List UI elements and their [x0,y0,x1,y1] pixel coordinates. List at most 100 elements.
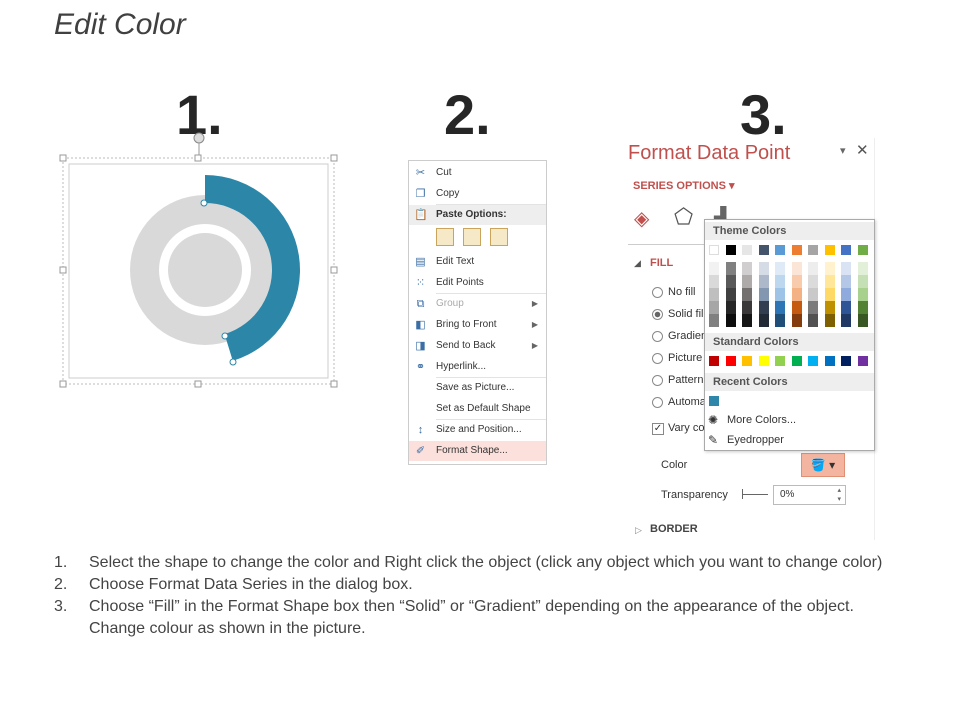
theme-shade-swatch[interactable] [824,288,835,301]
theme-shade-swatch[interactable] [808,275,818,288]
theme-shade-swatch[interactable] [841,262,851,275]
menu-item-format-shape[interactable]: ✐ Format Shape... [409,441,546,461]
theme-color-swatch[interactable] [758,245,769,255]
theme-shade-swatch[interactable] [791,288,802,301]
theme-color-swatch[interactable] [742,245,752,255]
fill-option-radio[interactable] [652,353,663,364]
theme-shade-swatch[interactable] [808,314,818,327]
panel-options-dropdown[interactable]: ▾ [840,145,846,157]
menu-item-save-as-picture[interactable]: Save as Picture... [409,378,546,398]
theme-shade-swatch[interactable] [775,314,785,327]
theme-shade-swatch[interactable] [709,275,719,288]
menu-item-size-and-position[interactable]: ↕ Size and Position... [409,420,546,440]
fill-section-header[interactable]: FILL [650,257,674,269]
menu-item-edit-points[interactable]: ⁙ Edit Points [409,273,546,293]
menu-item-edit-text[interactable]: ▤ Edit Text [409,252,546,272]
theme-shade-swatch[interactable] [857,262,868,275]
theme-color-swatch[interactable] [841,245,851,255]
theme-shade-swatch[interactable] [775,275,785,288]
resize-handles[interactable] [59,154,338,388]
theme-shade-swatch[interactable] [791,301,802,314]
fill-option-radio[interactable] [652,375,663,386]
theme-color-swatch[interactable] [725,245,736,255]
spinner-icon[interactable]: ▴ ▾ [837,487,841,503]
point-handle[interactable] [200,199,208,207]
theme-shade-swatch[interactable] [824,275,835,288]
theme-shade-swatch[interactable] [709,314,719,327]
theme-shade-swatch[interactable] [824,314,835,327]
fill-option-radio[interactable] [652,309,663,320]
series-options-dropdown[interactable]: SERIES OPTIONS ▾ [633,180,735,192]
standard-color-swatch[interactable] [742,356,752,366]
theme-color-swatch[interactable] [857,245,868,255]
transparency-input[interactable]: 0% ▴ ▾ [773,485,846,505]
fill-option-radio[interactable] [652,397,663,408]
more-colors-item[interactable]: More Colors... [727,414,797,426]
standard-color-swatch[interactable] [808,356,818,366]
theme-shade-swatch[interactable] [841,275,851,288]
theme-shade-swatch[interactable] [775,301,785,314]
theme-shade-swatch[interactable] [725,314,736,327]
collapse-icon[interactable]: ◢ [634,258,641,268]
theme-color-swatch[interactable] [808,245,818,255]
theme-shade-swatch[interactable] [742,301,752,314]
theme-shade-swatch[interactable] [791,275,802,288]
theme-shade-swatch[interactable] [791,262,802,275]
theme-color-swatch[interactable] [824,245,835,255]
donut-shape[interactable] [55,128,345,393]
menu-item-copy[interactable]: ❐ Copy [409,184,546,204]
menu-item-group[interactable]: ⧉ Group ▶ [409,294,546,314]
donut-blue-segment[interactable] [205,175,301,361]
theme-shade-swatch[interactable] [808,301,818,314]
theme-shade-swatch[interactable] [709,288,719,301]
transparency-slider[interactable] [742,494,768,495]
recent-color-swatch[interactable] [709,396,719,406]
theme-shade-swatch[interactable] [742,314,752,327]
menu-item-bring-to-front[interactable]: ◧ Bring to Front ▶ [409,315,546,335]
paste-formatting-icon[interactable] [463,228,481,246]
theme-shade-swatch[interactable] [758,275,769,288]
point-handle[interactable] [221,332,229,340]
theme-shade-swatch[interactable] [841,301,851,314]
standard-color-swatch[interactable] [775,356,785,366]
theme-shade-swatch[interactable] [742,262,752,275]
menu-item-set-as-default-shape[interactable]: Set as Default Shape [409,399,546,419]
theme-shade-swatch[interactable] [841,288,851,301]
rotate-handle[interactable] [193,132,205,144]
paste-keep-text-icon[interactable] [436,228,454,246]
theme-shade-swatch[interactable] [725,301,736,314]
theme-shade-swatch[interactable] [857,314,868,327]
menu-item-cut[interactable]: ✂ Cut [409,163,546,183]
standard-color-swatch[interactable] [841,356,851,366]
menu-item-send-to-back[interactable]: ◨ Send to Back ▶ [409,336,546,356]
close-icon[interactable]: ✕ [856,142,869,159]
theme-shade-swatch[interactable] [775,262,785,275]
standard-color-swatch[interactable] [824,356,835,366]
color-picker-button[interactable]: 🪣 ▾ [801,453,845,477]
standard-color-swatch[interactable] [758,356,769,366]
standard-color-swatch[interactable] [791,356,802,366]
standard-color-swatch[interactable] [857,356,868,366]
theme-shade-swatch[interactable] [808,288,818,301]
theme-shade-swatch[interactable] [775,288,785,301]
theme-shade-swatch[interactable] [742,275,752,288]
theme-shade-swatch[interactable] [857,301,868,314]
theme-shade-swatch[interactable] [808,262,818,275]
theme-color-swatch[interactable] [791,245,802,255]
theme-shade-swatch[interactable] [758,288,769,301]
paste-picture-icon[interactable] [490,228,508,246]
theme-shade-swatch[interactable] [758,262,769,275]
theme-shade-swatch[interactable] [742,288,752,301]
theme-shade-swatch[interactable] [709,262,719,275]
fill-option-radio[interactable] [652,331,663,342]
effects-tab-icon[interactable]: ⬠ [674,204,694,229]
theme-shade-swatch[interactable] [857,275,868,288]
menu-item-hyperlink[interactable]: ⚭ Hyperlink... [409,357,546,377]
expand-icon[interactable]: ▷ [635,525,642,535]
theme-shade-swatch[interactable] [758,314,769,327]
border-section-header[interactable]: BORDER [650,523,698,535]
theme-shade-swatch[interactable] [824,262,835,275]
standard-color-swatch[interactable] [725,356,736,366]
point-handle[interactable] [229,358,237,366]
fill-line-tab-icon[interactable]: ◈ [634,208,650,230]
